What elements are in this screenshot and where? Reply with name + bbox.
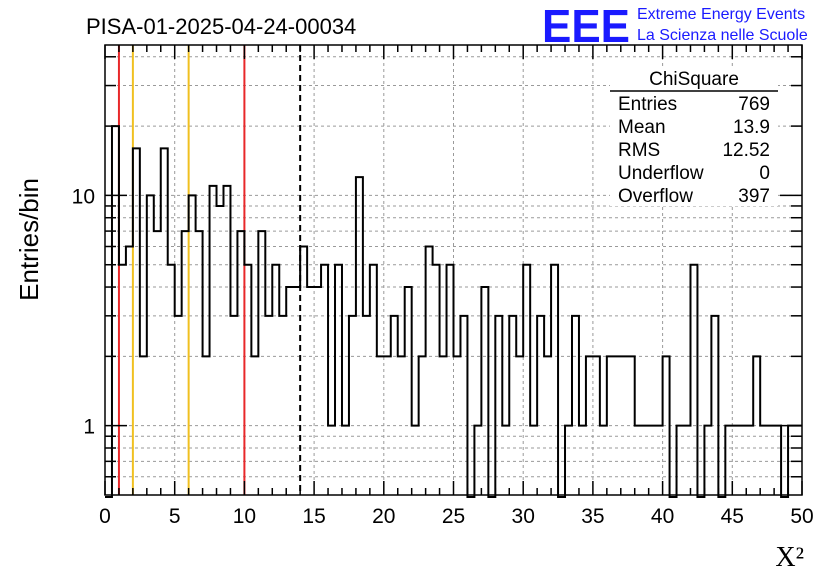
x-tick-label: 45 — [721, 505, 744, 528]
stats-box-background — [610, 66, 778, 206]
axis-ticks — [104, 45, 803, 495]
x-tick-labels: 0 5 10 15 20 25 30 35 40 45 50 — [99, 505, 814, 528]
eee-logo: EEE Extreme Energy Events La Scienza nel… — [542, 0, 808, 52]
stats-label: Underflow — [618, 163, 704, 184]
x-axis-title: X² — [775, 542, 804, 572]
stats-value: 769 — [738, 94, 770, 115]
x-tick-label: 10 — [233, 505, 256, 528]
x-tick-label: 5 — [169, 505, 181, 528]
x-tick-label: 35 — [581, 505, 604, 528]
stats-label: RMS — [618, 140, 660, 161]
logo-line-2: La Scienza nelle Scuole — [637, 27, 808, 44]
y-tick-labels: 1 10 — [72, 185, 95, 438]
stats-value: 0 — [759, 163, 770, 184]
x-tick-label: 30 — [512, 505, 535, 528]
logo-mark: EEE — [542, 0, 630, 52]
x-tick-label: 40 — [651, 505, 674, 528]
run-title: PISA-01-2025-04-24-00034 — [86, 14, 356, 39]
stats-value: 397 — [738, 186, 770, 207]
stats-title: ChiSquare — [649, 69, 739, 90]
x-tick-label: 15 — [302, 505, 325, 528]
stats-value: 12.52 — [722, 140, 770, 161]
stats-label: Mean — [618, 117, 666, 138]
stats-rows: Entries 769 Mean 13.9 RMS 12.52 Underflow 0 Over… — [618, 94, 770, 207]
stats-label: Entries — [618, 94, 677, 115]
y-tick-label: 10 — [72, 185, 95, 208]
histogram-series — [105, 125, 802, 498]
x-tick-label: 20 — [372, 505, 395, 528]
stats-value: 13.9 — [733, 117, 770, 138]
x-tick-label: 0 — [99, 505, 111, 528]
stats-label: Overflow — [618, 186, 693, 207]
x-tick-label: 25 — [442, 505, 465, 528]
y-tick-label: 1 — [83, 416, 95, 439]
logo-line-1: Extreme Energy Events — [637, 6, 805, 23]
y-axis-title: Entries/bin — [14, 178, 44, 301]
stats-box: ChiSquare Entries 769 Mean 13.9 RMS 12.52 Unde… — [610, 66, 778, 207]
x-tick-label: 50 — [790, 505, 813, 528]
